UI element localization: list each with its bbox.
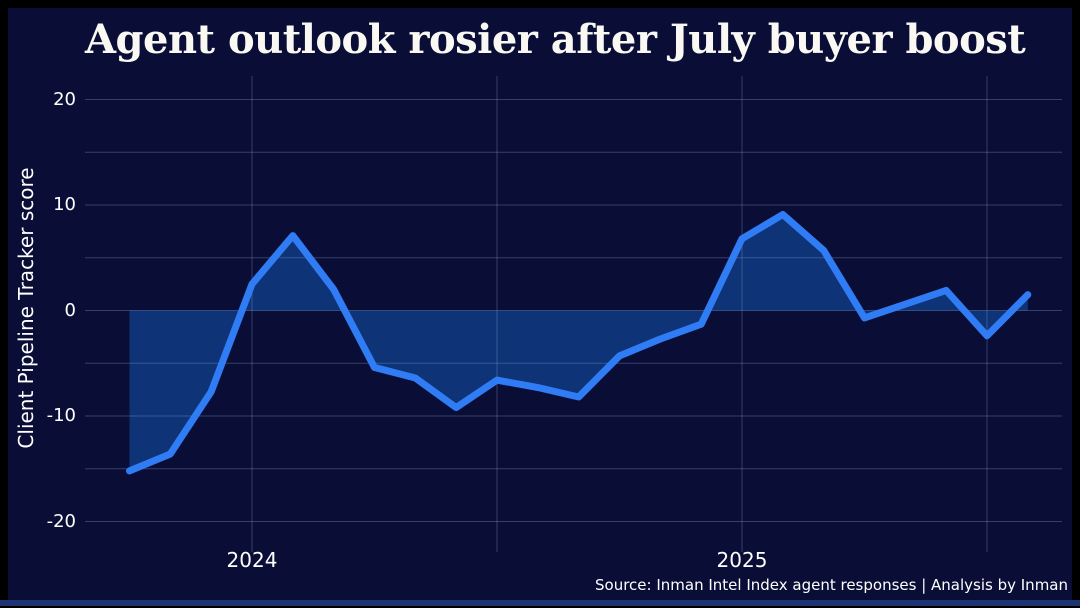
bottom-accent-bar [0, 600, 1080, 606]
x-tick-label-2024: 2024 [226, 548, 278, 572]
y-tick-label: -20 [46, 510, 76, 532]
chart-title: Agent outlook rosier after July buyer bo… [85, 16, 1026, 63]
y-tick-label: 10 [53, 194, 76, 215]
x-tick-label-2025: 2025 [716, 548, 768, 572]
chart-background [8, 8, 1072, 600]
y-tick-label: 0 [64, 299, 76, 321]
source-credit: Source: Inman Intel Index agent response… [595, 576, 1068, 594]
y-tick-label: -10 [46, 405, 76, 426]
y-tick-label: 20 [53, 88, 76, 110]
